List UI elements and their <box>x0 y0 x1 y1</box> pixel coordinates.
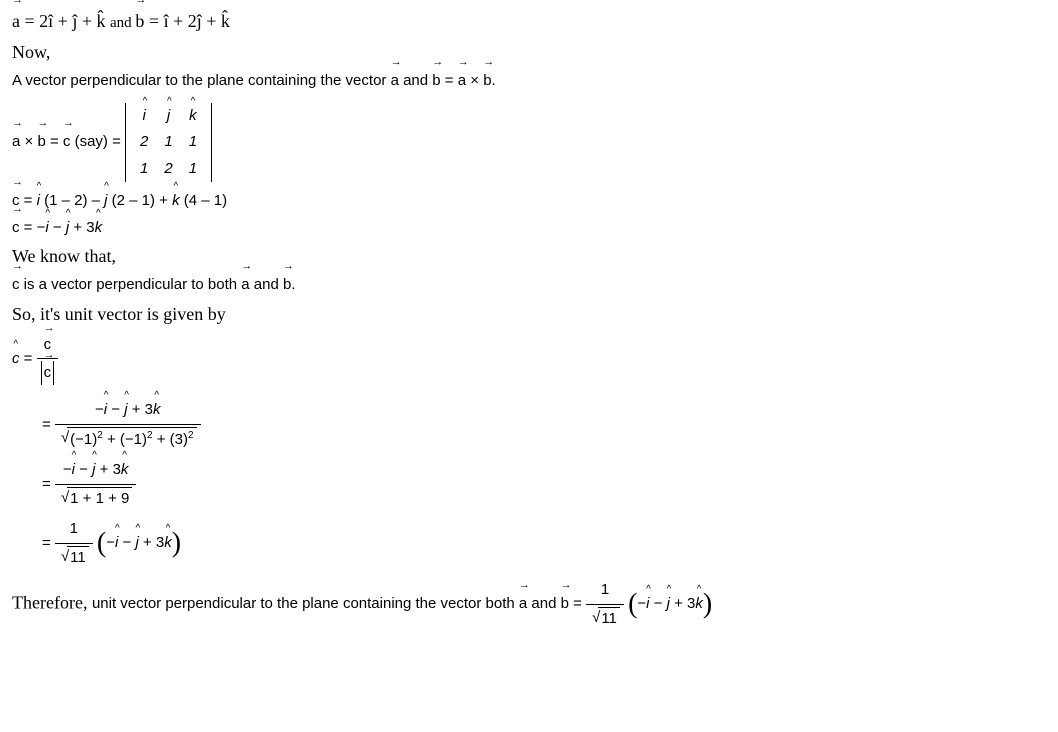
unit-step2: = −i^ − j^ + 3k^ √(−1)2 + (−1)2 + (3)2 <box>42 399 1058 451</box>
det-r3c1: 1 <box>132 156 156 183</box>
therefore-text: unit vector perpendicular to the plane c… <box>92 595 586 612</box>
now-label: Now, <box>12 39 1058 66</box>
given-vectors: a→ = 2î + ĵ + k̂ and b→ = î + 2ĵ + k̂ <box>12 8 1058 35</box>
c-expansion: c→ = i^ (1 – 2) – j^ (2 – 1) + k^ (4 – 1… <box>12 190 1058 213</box>
vec-a-expr: a→ = 2î + ĵ + k̂ <box>12 11 106 31</box>
det-r1c3: k^ <box>181 103 205 130</box>
unit-step1: c^ = c→ c→ <box>12 334 1058 386</box>
joiner-and: and <box>110 15 135 31</box>
det-r3c2: 2 <box>156 156 180 183</box>
cross-product-line: a→ × b→ = c→ (say) = i^j^k^ 211 121 <box>12 103 1058 183</box>
vec-b-expr: b→ = î + 2ĵ + k̂ <box>135 11 230 31</box>
determinant: i^j^k^ 211 121 <box>125 103 212 183</box>
therefore-line: Therefore, unit vector perpendicular to … <box>12 579 1058 630</box>
det-r2c2: 1 <box>156 129 180 156</box>
unit-step3: = −i^ − j^ + 3k^ √1 + 1 + 9 <box>42 459 1058 510</box>
det-r2c3: 1 <box>181 129 205 156</box>
det-r3c3: 1 <box>181 156 205 183</box>
unit-intro: So, it's unit vector is given by <box>12 301 1058 328</box>
we-know-label: We know that, <box>12 243 1058 270</box>
det-r2c1: 2 <box>132 129 156 156</box>
c-result: c→ = −i^ − j^ + 3k^ <box>12 217 1058 240</box>
det-r1c1: i^ <box>132 103 156 130</box>
unit-step4: = 1 √11 (−i^ − j^ + 3k^) <box>42 518 1058 569</box>
det-r1c2: j^ <box>156 103 180 130</box>
c-perp-both: c→ is a vector perpendicular to both a→ … <box>12 274 1058 297</box>
perp-explanation: A vector perpendicular to the plane cont… <box>12 70 1058 93</box>
therefore-label: Therefore, <box>12 592 92 612</box>
